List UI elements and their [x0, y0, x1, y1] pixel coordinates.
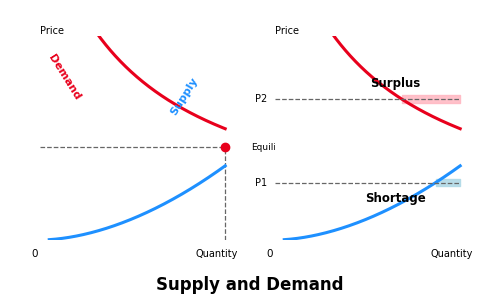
Text: P1: P1 — [256, 178, 268, 188]
Text: Equilibrium: Equilibrium — [251, 143, 302, 152]
Text: 0: 0 — [31, 249, 38, 259]
Text: Quantity: Quantity — [431, 249, 473, 259]
Text: Supply: Supply — [169, 76, 200, 117]
Text: Demand: Demand — [46, 53, 82, 102]
Text: 0: 0 — [266, 249, 272, 259]
Text: Quantity: Quantity — [196, 249, 238, 259]
Text: Price: Price — [40, 26, 64, 36]
Text: P2: P2 — [256, 94, 268, 104]
Text: Supply and Demand: Supply and Demand — [156, 276, 344, 294]
Text: Price: Price — [275, 26, 299, 36]
Text: Shortage: Shortage — [365, 192, 426, 205]
Text: Surplus: Surplus — [370, 77, 420, 90]
